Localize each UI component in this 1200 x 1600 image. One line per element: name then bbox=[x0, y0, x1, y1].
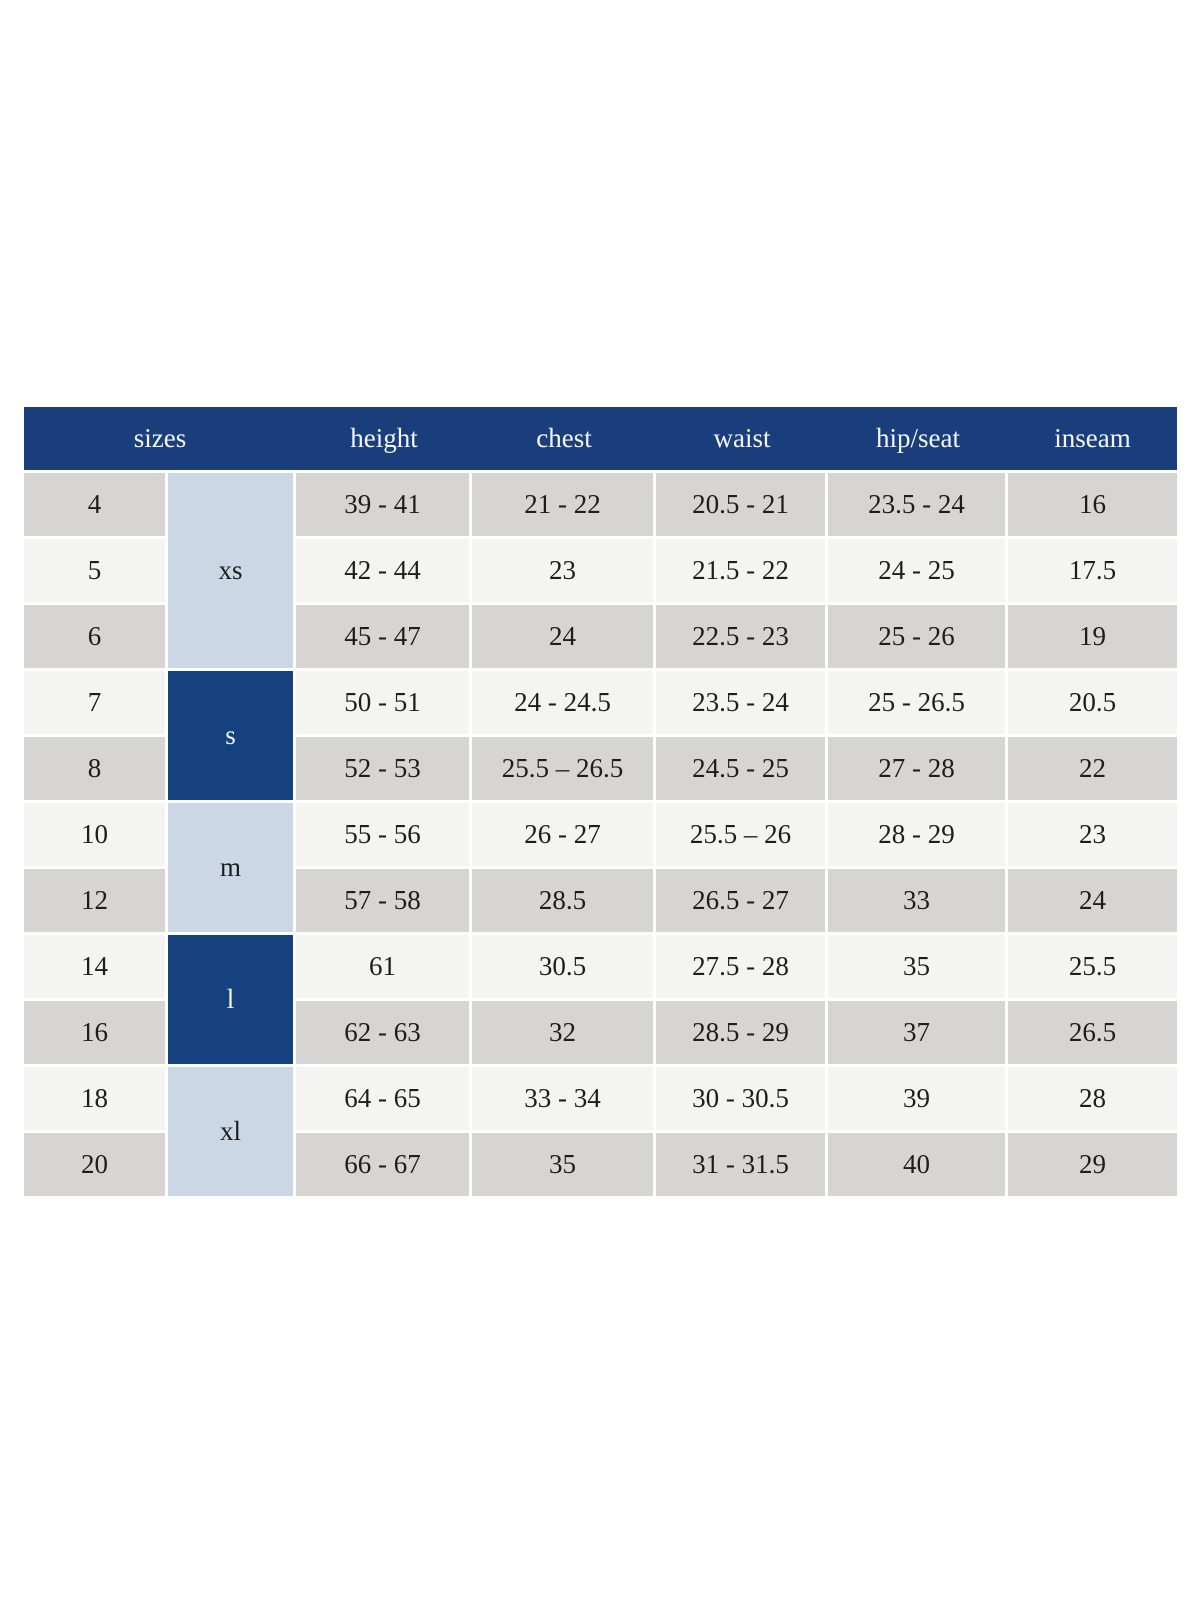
size-cell: 5 bbox=[24, 539, 168, 605]
size-cell: 7 bbox=[24, 671, 168, 737]
inseam-cell: 26.5 bbox=[1008, 1001, 1178, 1067]
waist-cell: 27.5 - 28 bbox=[656, 935, 829, 1001]
chest-cell: 32 bbox=[472, 1001, 657, 1067]
table-row: 8 52 - 53 25.5 – 26.5 24.5 - 25 27 - 28 22 bbox=[24, 737, 1178, 803]
height-cell: 39 - 41 bbox=[296, 473, 473, 539]
waist-cell: 31 - 31.5 bbox=[656, 1133, 829, 1199]
size-cell: 8 bbox=[24, 737, 168, 803]
size-group-cell: m bbox=[168, 803, 297, 935]
table-row: 20 66 - 67 35 31 - 31.5 40 29 bbox=[24, 1133, 1178, 1199]
hip-seat-cell: 40 bbox=[828, 1133, 1009, 1199]
column-header-waist: waist bbox=[656, 407, 829, 473]
size-group-cell: l bbox=[168, 935, 297, 1067]
waist-cell: 26.5 - 27 bbox=[656, 869, 829, 935]
chest-cell: 26 - 27 bbox=[472, 803, 657, 869]
inseam-cell: 22 bbox=[1008, 737, 1178, 803]
size-group-cell: s bbox=[168, 671, 297, 803]
inseam-cell: 17.5 bbox=[1008, 539, 1178, 605]
hip-seat-cell: 37 bbox=[828, 1001, 1009, 1067]
waist-cell: 28.5 - 29 bbox=[656, 1001, 829, 1067]
size-cell: 20 bbox=[24, 1133, 168, 1199]
waist-cell: 22.5 - 23 bbox=[656, 605, 829, 671]
chest-cell: 33 - 34 bbox=[472, 1067, 657, 1133]
table-row: 16 62 - 63 32 28.5 - 29 37 26.5 bbox=[24, 1001, 1178, 1067]
hip-seat-cell: 25 - 26 bbox=[828, 605, 1009, 671]
hip-seat-cell: 35 bbox=[828, 935, 1009, 1001]
table-row: 18 xl 64 - 65 33 - 34 30 - 30.5 39 28 bbox=[24, 1067, 1178, 1199]
height-cell: 45 - 47 bbox=[296, 605, 473, 671]
chest-cell: 21 - 22 bbox=[472, 473, 657, 539]
hip-seat-cell: 28 - 29 bbox=[828, 803, 1009, 869]
size-cell: 14 bbox=[24, 935, 168, 1001]
height-cell: 50 - 51 bbox=[296, 671, 473, 737]
size-group-cell: xs bbox=[168, 473, 297, 671]
size-cell: 18 bbox=[24, 1067, 168, 1133]
waist-cell: 20.5 - 21 bbox=[656, 473, 829, 539]
column-header-sizes: sizes bbox=[24, 407, 297, 473]
chest-cell: 35 bbox=[472, 1133, 657, 1199]
size-chart-body: 4 xs 39 - 41 21 - 22 20.5 - 21 23.5 - 24 16 5 42… bbox=[24, 473, 1178, 1199]
size-chart: sizes height chest waist hip/seat inseam… bbox=[24, 407, 1178, 1199]
hip-seat-cell: 27 - 28 bbox=[828, 737, 1009, 803]
size-chart-table: sizes height chest waist hip/seat inseam… bbox=[24, 407, 1178, 1199]
waist-cell: 30 - 30.5 bbox=[656, 1067, 829, 1133]
chest-cell: 23 bbox=[472, 539, 657, 605]
height-cell: 42 - 44 bbox=[296, 539, 473, 605]
inseam-cell: 28 bbox=[1008, 1067, 1178, 1133]
size-cell: 12 bbox=[24, 869, 168, 935]
hip-seat-cell: 25 - 26.5 bbox=[828, 671, 1009, 737]
height-cell: 57 - 58 bbox=[296, 869, 473, 935]
chest-cell: 24 - 24.5 bbox=[472, 671, 657, 737]
height-cell: 66 - 67 bbox=[296, 1133, 473, 1199]
table-row: 12 57 - 58 28.5 26.5 - 27 33 24 bbox=[24, 869, 1178, 935]
waist-cell: 25.5 – 26 bbox=[656, 803, 829, 869]
waist-cell: 21.5 - 22 bbox=[656, 539, 829, 605]
hip-seat-cell: 39 bbox=[828, 1067, 1009, 1133]
table-row: 4 xs 39 - 41 21 - 22 20.5 - 21 23.5 - 24 16 bbox=[24, 473, 1178, 671]
chest-cell: 24 bbox=[472, 605, 657, 671]
column-header-hip-seat: hip/seat bbox=[828, 407, 1009, 473]
hip-seat-cell: 23.5 - 24 bbox=[828, 473, 1009, 539]
inseam-cell: 25.5 bbox=[1008, 935, 1178, 1001]
hip-seat-cell: 33 bbox=[828, 869, 1009, 935]
chest-cell: 25.5 – 26.5 bbox=[472, 737, 657, 803]
inseam-cell: 23 bbox=[1008, 803, 1178, 869]
table-row: 7 s 50 - 51 24 - 24.5 23.5 - 24 25 - 26.5 20.5 bbox=[24, 671, 1178, 803]
height-cell: 52 - 53 bbox=[296, 737, 473, 803]
size-cell: 16 bbox=[24, 1001, 168, 1067]
inseam-cell: 24 bbox=[1008, 869, 1178, 935]
size-cell: 4 bbox=[24, 473, 168, 539]
inseam-cell: 16 bbox=[1008, 473, 1178, 539]
waist-cell: 24.5 - 25 bbox=[656, 737, 829, 803]
size-chart-header: sizes height chest waist hip/seat inseam bbox=[24, 407, 1178, 473]
chest-cell: 30.5 bbox=[472, 935, 657, 1001]
hip-seat-cell: 24 - 25 bbox=[828, 539, 1009, 605]
inseam-cell: 19 bbox=[1008, 605, 1178, 671]
inseam-cell: 20.5 bbox=[1008, 671, 1178, 737]
size-cell: 6 bbox=[24, 605, 168, 671]
table-row: 5 42 - 44 23 21.5 - 22 24 - 25 17.5 bbox=[24, 539, 1178, 605]
column-header-chest: chest bbox=[472, 407, 657, 473]
column-header-inseam: inseam bbox=[1008, 407, 1178, 473]
table-row: 14 l 61 30.5 27.5 - 28 35 25.5 bbox=[24, 935, 1178, 1067]
height-cell: 64 - 65 bbox=[296, 1067, 473, 1133]
waist-cell: 23.5 - 24 bbox=[656, 671, 829, 737]
height-cell: 62 - 63 bbox=[296, 1001, 473, 1067]
size-cell: 10 bbox=[24, 803, 168, 869]
chest-cell: 28.5 bbox=[472, 869, 657, 935]
inseam-cell: 29 bbox=[1008, 1133, 1178, 1199]
size-group-cell: xl bbox=[168, 1067, 297, 1199]
height-cell: 61 bbox=[296, 935, 473, 1001]
table-row: 10 m 55 - 56 26 - 27 25.5 – 26 28 - 29 23 bbox=[24, 803, 1178, 935]
column-header-height: height bbox=[296, 407, 473, 473]
header-row: sizes height chest waist hip/seat inseam bbox=[24, 407, 1178, 473]
table-row: 6 45 - 47 24 22.5 - 23 25 - 26 19 bbox=[24, 605, 1178, 671]
height-cell: 55 - 56 bbox=[296, 803, 473, 869]
